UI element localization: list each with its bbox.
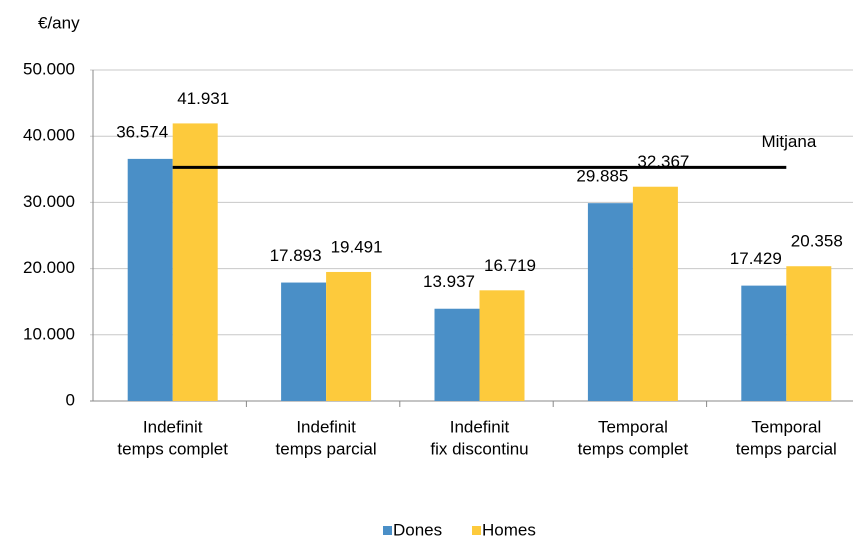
y-tick-label: 20.000 — [23, 258, 75, 277]
y-tick-label: 30.000 — [23, 192, 75, 211]
x-tick-label: fix discontinu — [430, 439, 528, 458]
x-tick-label: temps complet — [578, 439, 689, 458]
y-tick-label: 50.000 — [23, 59, 75, 78]
x-tick-label: Indefinit — [143, 417, 203, 436]
x-tick-label: temps parcial — [276, 439, 377, 458]
x-tick-label: Temporal — [751, 417, 821, 436]
y-tick-label: 0 — [66, 390, 75, 409]
y-tick-label: 10.000 — [23, 324, 75, 343]
bar — [172, 123, 218, 401]
value-label: 41.931 — [177, 89, 229, 108]
value-label: 19.491 — [331, 237, 383, 256]
legend-label: Dones — [393, 520, 442, 539]
legend-label: Homes — [482, 520, 536, 539]
x-tick-label: Indefinit — [450, 417, 510, 436]
legend-swatch — [472, 526, 481, 535]
bar — [127, 158, 173, 401]
bar — [632, 186, 678, 401]
bar — [587, 203, 633, 401]
y-tick-label: 40.000 — [23, 126, 75, 145]
bar — [326, 271, 372, 401]
y-axis-label: €/any — [38, 13, 80, 32]
bar — [479, 290, 525, 401]
bar — [741, 285, 787, 401]
mean-label: Mitjana — [761, 132, 816, 151]
value-label: 17.429 — [730, 249, 782, 268]
bar — [281, 282, 327, 401]
x-tick-label: temps parcial — [736, 439, 837, 458]
bar — [786, 266, 832, 401]
x-tick-label: temps complet — [117, 439, 228, 458]
bar — [434, 308, 480, 401]
value-label: 36.574 — [116, 122, 168, 141]
value-label: 13.937 — [423, 272, 475, 291]
value-label: 20.358 — [791, 232, 843, 251]
legend-swatch — [383, 526, 392, 535]
x-tick-label: Temporal — [598, 417, 668, 436]
x-tick-label: Indefinit — [296, 417, 356, 436]
value-label: 29.885 — [576, 167, 628, 186]
value-label: 17.893 — [270, 246, 322, 265]
value-label: 16.719 — [484, 256, 536, 275]
